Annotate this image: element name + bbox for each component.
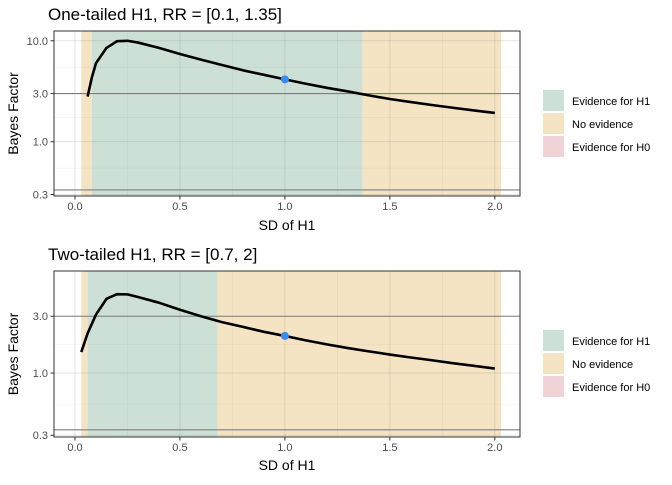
region-no-evidence <box>362 31 502 196</box>
highlight-point <box>280 75 289 84</box>
legend-label: No evidence <box>572 119 633 131</box>
panel-border <box>53 270 521 438</box>
legend: Evidence for H1 No evidence Evidence for H… <box>543 330 650 397</box>
x-tick-label: 2.0 <box>487 442 502 454</box>
x-tick-label: 0.0 <box>67 201 82 213</box>
y-tick-label: 3.0 <box>33 89 48 101</box>
region-no-evidence <box>81 31 92 196</box>
y-tick-label: 0.3 <box>33 190 48 202</box>
y-tick-label: 3.0 <box>33 311 48 323</box>
legend-swatch <box>543 113 564 134</box>
legend-swatch <box>543 90 564 111</box>
legend-label: No evidence <box>572 359 633 371</box>
bayes-factor-curve <box>80 292 495 370</box>
x-tick-label: 1.0 <box>277 201 292 213</box>
legend-label: Evidence for H1 <box>572 336 650 348</box>
chart-panel-2: 0.0 0.5 1.0 1.5 2.0 0.3 1.0 3.0 Two-tailed H1, R… <box>5 245 650 473</box>
highlight-point <box>280 331 289 340</box>
bayes-factor-curve <box>86 39 495 115</box>
chart-title: One-tailed H1, RR = [0.1, 1.35] <box>48 5 282 24</box>
x-tick-label: 0.0 <box>67 442 82 454</box>
chart-title: Two-tailed H1, RR = [0.7, 2] <box>48 245 257 264</box>
legend-swatch <box>543 353 564 374</box>
region-evidence-for-h1 <box>87 271 218 437</box>
x-tick-label: 2.0 <box>487 201 502 213</box>
y-axis-label: Bayes Factor <box>5 72 21 155</box>
legend-swatch <box>543 136 564 157</box>
x-tick-label: 1.5 <box>382 442 397 454</box>
x-tick-label: 0.5 <box>172 442 187 454</box>
x-tick-label: 1.5 <box>382 201 397 213</box>
region-no-evidence <box>217 271 502 437</box>
y-axis-label: Bayes Factor <box>5 312 21 395</box>
region-no-evidence <box>81 271 88 437</box>
region-evidence-for-h1 <box>91 31 363 196</box>
legend-label: Evidence for H0 <box>572 142 650 154</box>
legend-label: Evidence for H0 <box>572 382 650 394</box>
y-tick-label: 10.0 <box>27 36 48 48</box>
x-axis-label: SD of H1 <box>259 457 316 473</box>
x-axis-label: SD of H1 <box>259 217 316 233</box>
panel-border <box>53 30 521 197</box>
legend-swatch <box>543 330 564 351</box>
legend: Evidence for H1 No evidence Evidence for H… <box>543 90 650 157</box>
y-tick-label: 1.0 <box>33 368 48 380</box>
legend-label: Evidence for H1 <box>572 96 650 108</box>
x-tick-label: 1.0 <box>277 442 292 454</box>
y-tick-label: 0.3 <box>33 430 48 442</box>
legend-swatch <box>543 376 564 397</box>
y-tick-label: 1.0 <box>33 137 48 149</box>
x-tick-label: 0.5 <box>172 201 187 213</box>
